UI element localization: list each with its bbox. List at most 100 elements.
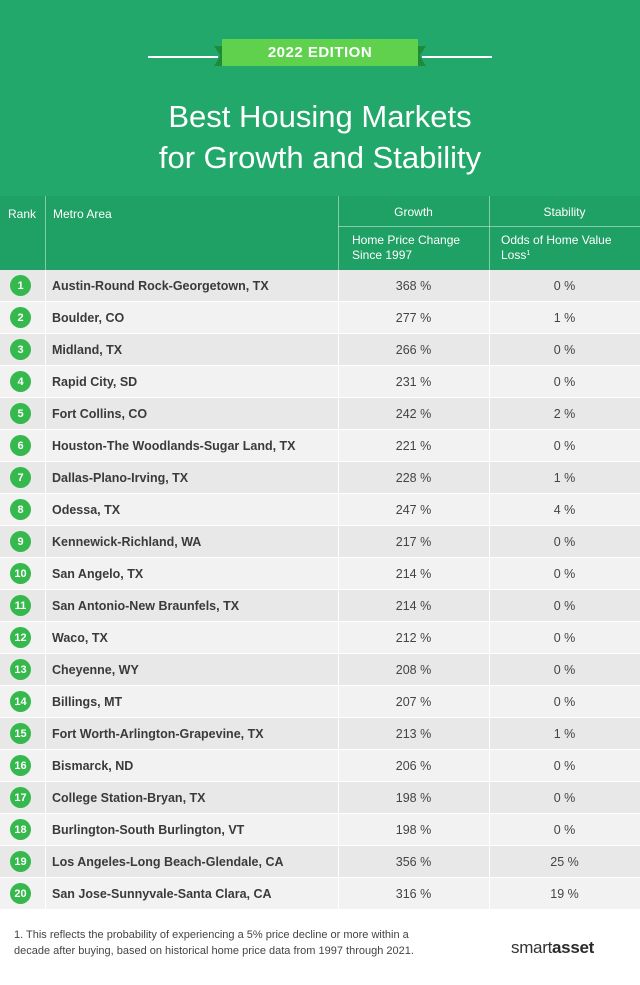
metro-name: Odessa, TX bbox=[52, 503, 121, 517]
growth-value: 214 % bbox=[395, 567, 432, 581]
growth-value: 212 % bbox=[395, 631, 432, 645]
col-group-stability: Stability bbox=[543, 205, 586, 219]
growth-value: 247 % bbox=[395, 503, 432, 517]
logo-text-asset: asset bbox=[552, 938, 594, 957]
rank-badge: 7 bbox=[10, 467, 31, 488]
cell-divider bbox=[45, 558, 46, 589]
growth-value: 316 % bbox=[395, 887, 432, 901]
metro-name: Billings, MT bbox=[52, 695, 123, 709]
edition-divider-right bbox=[422, 56, 492, 58]
logo-text-smart: smart bbox=[511, 938, 553, 957]
stability-value: 0 % bbox=[553, 663, 576, 677]
cell-divider bbox=[338, 750, 339, 781]
stability-value: 1 % bbox=[553, 471, 576, 485]
stability-value: 19 % bbox=[550, 887, 579, 901]
growth-value: 356 % bbox=[395, 855, 432, 869]
cell-divider bbox=[45, 302, 46, 333]
cell-divider bbox=[338, 526, 339, 557]
rank-badge: 1 bbox=[10, 275, 31, 296]
title-line-2: for Growth and Stability bbox=[158, 140, 482, 175]
col-divider bbox=[489, 196, 490, 270]
metro-name: Cheyenne, WY bbox=[52, 663, 139, 677]
growth-sub-line2: Since 1997 bbox=[352, 248, 413, 262]
footnote-marker: 1 bbox=[526, 250, 531, 257]
cell-divider bbox=[338, 270, 339, 301]
table-row: 19 Los Angeles-Long Beach-Glendale, CA 356… bbox=[0, 846, 640, 878]
growth-value: 266 % bbox=[395, 343, 432, 357]
table-row: 18 Burlington-South Burlington, VT 198 % 0 … bbox=[0, 814, 640, 846]
cell-divider bbox=[45, 878, 46, 909]
rank-badge: 5 bbox=[10, 403, 31, 424]
table-row: 20 San Jose-Sunnyvale-Santa Clara, CA 316 … bbox=[0, 878, 640, 910]
stability-value: 0 % bbox=[553, 343, 576, 357]
growth-value: 206 % bbox=[395, 759, 432, 773]
cell-divider bbox=[45, 622, 46, 653]
cell-divider bbox=[45, 334, 46, 365]
col-header-growth: Home Price Change Since 1997 bbox=[352, 233, 460, 263]
stability-value: 0 % bbox=[553, 375, 576, 389]
rank-badge: 18 bbox=[10, 819, 31, 840]
table-row: 2 Boulder, CO 277 % 1 % bbox=[0, 302, 640, 334]
growth-value: 228 % bbox=[395, 471, 432, 485]
rank-badge: 15 bbox=[10, 723, 31, 744]
rank-badge: 2 bbox=[10, 307, 31, 328]
cell-divider bbox=[489, 334, 490, 365]
footnote: 1. This reflects the probability of expe… bbox=[14, 927, 514, 959]
table-row: 17 College Station-Bryan, TX 198 % 0 % bbox=[0, 782, 640, 814]
table-row: 5 Fort Collins, CO 242 % 2 % bbox=[0, 398, 640, 430]
rank-badge: 12 bbox=[10, 627, 31, 648]
cell-divider bbox=[45, 526, 46, 557]
rank-badge: 8 bbox=[10, 499, 31, 520]
growth-value: 231 % bbox=[395, 375, 432, 389]
cell-divider bbox=[489, 302, 490, 333]
rank-badge: 19 bbox=[10, 851, 31, 872]
title-line-1: Best Housing Markets bbox=[168, 99, 472, 134]
metro-name: Midland, TX bbox=[52, 343, 123, 357]
edition-ribbon: 2022 EDITION bbox=[222, 39, 418, 66]
cell-divider bbox=[45, 846, 46, 877]
cell-divider bbox=[338, 782, 339, 813]
metro-name: College Station-Bryan, TX bbox=[52, 791, 206, 805]
col-divider bbox=[45, 196, 46, 270]
growth-value: 217 % bbox=[395, 535, 432, 549]
growth-value: 198 % bbox=[395, 791, 432, 805]
cell-divider bbox=[338, 686, 339, 717]
cell-divider bbox=[338, 590, 339, 621]
cell-divider bbox=[489, 398, 490, 429]
table-header: Rank Metro Area Growth Stability Home Pr… bbox=[0, 196, 640, 270]
stability-value: 2 % bbox=[553, 407, 576, 421]
metro-name: San Antonio-New Braunfels, TX bbox=[52, 599, 240, 613]
stability-value: 25 % bbox=[550, 855, 579, 869]
stability-value: 0 % bbox=[553, 823, 576, 837]
rank-badge: 14 bbox=[10, 691, 31, 712]
cell-divider bbox=[338, 622, 339, 653]
metro-name: Fort Collins, CO bbox=[52, 407, 148, 421]
footnote-line-1: 1. This reflects the probability of expe… bbox=[14, 929, 409, 941]
cell-divider bbox=[338, 334, 339, 365]
metro-name: Houston-The Woodlands-Sugar Land, TX bbox=[52, 439, 296, 453]
col-divider bbox=[338, 196, 339, 270]
metro-name: San Jose-Sunnyvale-Santa Clara, CA bbox=[52, 887, 272, 901]
growth-value: 207 % bbox=[395, 695, 432, 709]
cell-divider bbox=[489, 654, 490, 685]
cell-divider bbox=[45, 366, 46, 397]
cell-divider bbox=[338, 814, 339, 845]
cell-divider bbox=[489, 430, 490, 461]
col-group-growth: Growth bbox=[394, 205, 433, 219]
growth-value: 221 % bbox=[395, 439, 432, 453]
cell-divider bbox=[45, 750, 46, 781]
cell-divider bbox=[45, 654, 46, 685]
rank-badge: 11 bbox=[10, 595, 31, 616]
table-row: 4 Rapid City, SD 231 % 0 % bbox=[0, 366, 640, 398]
stability-value: 0 % bbox=[553, 279, 576, 293]
cell-divider bbox=[338, 462, 339, 493]
stability-value: 0 % bbox=[553, 791, 576, 805]
rank-badge: 6 bbox=[10, 435, 31, 456]
metro-name: Rapid City, SD bbox=[52, 375, 138, 389]
table-row: 1 Austin-Round Rock-Georgetown, TX 368 % 0 … bbox=[0, 270, 640, 302]
growth-value: 368 % bbox=[395, 279, 432, 293]
table-row: 16 Bismarck, ND 206 % 0 % bbox=[0, 750, 640, 782]
cell-divider bbox=[489, 750, 490, 781]
table-row: 15 Fort Worth-Arlington-Grapevine, TX 213 … bbox=[0, 718, 640, 750]
rank-badge: 4 bbox=[10, 371, 31, 392]
